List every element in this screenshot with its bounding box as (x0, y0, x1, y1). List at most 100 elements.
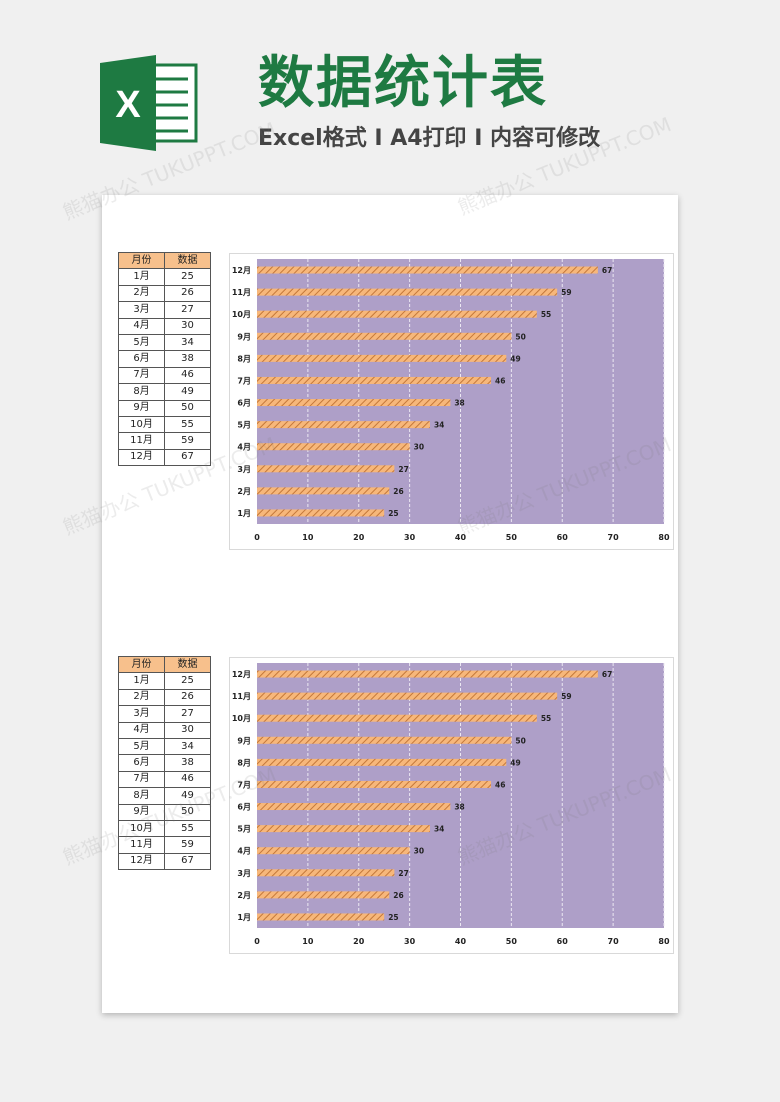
bar (257, 714, 537, 722)
month-cell: 12月 (118, 448, 165, 467)
x-tick-label: 0 (254, 937, 260, 946)
data-label: 27 (398, 465, 408, 474)
data-label: 30 (414, 443, 424, 452)
data-label: 59 (561, 692, 571, 701)
y-tick-label: 3月 (237, 465, 251, 474)
bar (257, 509, 385, 517)
month-cell: 4月 (118, 317, 165, 335)
month-cell: 1月 (118, 268, 165, 286)
data-label: 55 (541, 714, 551, 723)
y-tick-label: 10月 (232, 714, 251, 723)
value-cell: 25 (164, 268, 211, 286)
x-tick-label: 60 (557, 533, 569, 542)
data-label: 34 (434, 421, 444, 430)
y-tick-label: 2月 (237, 487, 251, 496)
bar (257, 310, 537, 318)
value-cell: 67 (164, 448, 211, 467)
value-cell: 49 (164, 383, 211, 401)
y-tick-label: 5月 (237, 421, 251, 430)
y-tick-label: 4月 (237, 847, 251, 856)
x-tick-label: 70 (608, 937, 620, 946)
value-cell: 67 (164, 852, 211, 871)
data-label: 30 (414, 847, 424, 856)
month-cell: 2月 (118, 284, 165, 303)
month-cell: 3月 (118, 705, 165, 723)
x-tick-label: 70 (608, 533, 620, 542)
y-tick-label: 10月 (232, 310, 251, 319)
table-row: 12月 67 (118, 852, 211, 871)
table-row: 5月 34 (118, 737, 211, 756)
value-cell: 38 (164, 350, 211, 368)
value-cell: 50 (164, 803, 211, 821)
data-label: 55 (541, 310, 551, 319)
y-tick-label: 9月 (237, 332, 251, 341)
y-tick-label: 6月 (237, 803, 251, 812)
value-cell: 55 (164, 415, 211, 434)
month-cell: 9月 (118, 399, 165, 417)
value-cell: 38 (164, 754, 211, 772)
bar (257, 913, 385, 921)
data-label: 46 (495, 376, 505, 385)
bar (257, 780, 492, 788)
data-label: 26 (393, 487, 403, 496)
x-tick-label: 20 (353, 533, 365, 542)
table-row: 12月 67 (118, 448, 211, 467)
table-row: 4月 30 (118, 317, 211, 335)
data-label: 34 (434, 825, 444, 834)
y-tick-label: 1月 (237, 913, 251, 922)
table-row: 10月 55 (118, 819, 211, 838)
y-tick-label: 8月 (237, 354, 251, 363)
y-tick-label: 11月 (232, 692, 251, 701)
month-cell: 7月 (118, 770, 165, 789)
month-cell: 8月 (118, 383, 165, 401)
y-tick-label: 7月 (237, 780, 251, 789)
bar (257, 399, 451, 407)
x-tick-label: 40 (455, 533, 467, 542)
table-row: 1月 25 (118, 672, 211, 690)
value-cell: 50 (164, 399, 211, 417)
table-row: 8月 49 (118, 383, 211, 401)
excel-logo-letter: X (115, 84, 141, 126)
data-table: 月份 数据 1月 25 2月 26 3月 27 4月 30 5月 34 6月 38 7月 46 8月 49 9月 50… (118, 655, 211, 871)
bar (257, 825, 430, 833)
data-label: 59 (561, 288, 571, 297)
y-tick-label: 12月 (232, 670, 251, 679)
value-cell: 27 (164, 301, 211, 319)
month-cell: 5月 (118, 333, 165, 352)
data-label: 67 (602, 670, 612, 679)
month-cell: 11月 (118, 432, 165, 450)
month-cell: 9月 (118, 803, 165, 821)
bar (257, 288, 558, 296)
data-label: 67 (602, 266, 612, 275)
month-cell: 10月 (118, 415, 165, 434)
value-cell: 30 (164, 721, 211, 739)
month-cell: 7月 (118, 366, 165, 385)
table-row: 7月 46 (118, 770, 211, 789)
value-cell: 49 (164, 787, 211, 805)
data-label: 26 (393, 891, 403, 900)
x-tick-label: 40 (455, 937, 467, 946)
data-label: 49 (510, 758, 520, 767)
y-tick-label: 6月 (237, 399, 251, 408)
data-label: 50 (515, 736, 525, 745)
bar (257, 736, 512, 744)
month-cell: 8月 (118, 787, 165, 805)
x-tick-label: 30 (404, 937, 416, 946)
month-cell: 4月 (118, 721, 165, 739)
table-row: 8月 49 (118, 787, 211, 805)
bar (257, 803, 451, 811)
y-tick-label: 5月 (237, 825, 251, 834)
table-row: 1月 25 (118, 268, 211, 286)
x-tick-label: 30 (404, 533, 416, 542)
value-cell: 59 (164, 836, 211, 854)
data-label: 27 (398, 869, 408, 878)
bar (257, 758, 507, 766)
bar (257, 332, 512, 340)
month-cell: 6月 (118, 350, 165, 368)
y-tick-label: 8月 (237, 758, 251, 767)
month-cell: 11月 (118, 836, 165, 854)
table-row: 11月 59 (118, 836, 211, 854)
page-subtitle: Excel格式 I A4打印 I 内容可修改 (258, 126, 601, 151)
bar (257, 443, 410, 451)
x-tick-label: 10 (302, 937, 314, 946)
